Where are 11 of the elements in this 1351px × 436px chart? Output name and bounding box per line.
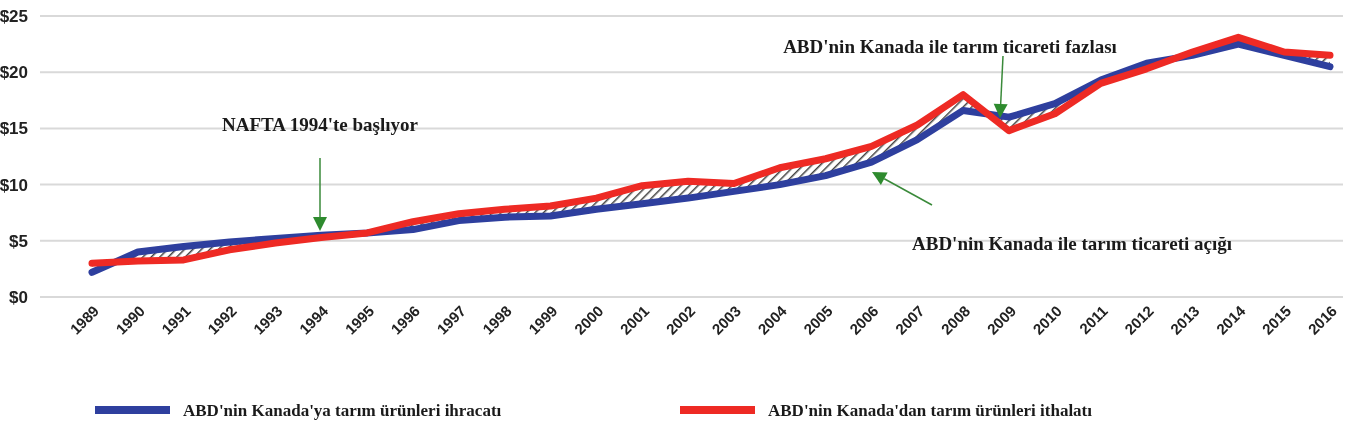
y-tick-label: $25: [0, 6, 28, 26]
legend-label: ABD'nin Kanada'dan tarım ürünleri ithalatı: [768, 400, 1093, 420]
annotation: ABD'nin Kanada ile tarım ticareti açığı: [912, 232, 1232, 254]
annotation: ABD'nin Kanada ile tarım ticareti fazlası: [783, 35, 1117, 57]
y-tick-label: $5: [9, 231, 28, 251]
annotation: NAFTA 1994'te başlıyor: [222, 113, 419, 135]
y-tick-label: $15: [0, 119, 28, 139]
y-tick-label: $10: [0, 175, 28, 195]
y-tick-label: $20: [0, 63, 28, 83]
legend-label: ABD'nin Kanada'ya tarım ürünleri ihracatı: [183, 400, 502, 420]
y-tick-label: $0: [9, 287, 28, 307]
